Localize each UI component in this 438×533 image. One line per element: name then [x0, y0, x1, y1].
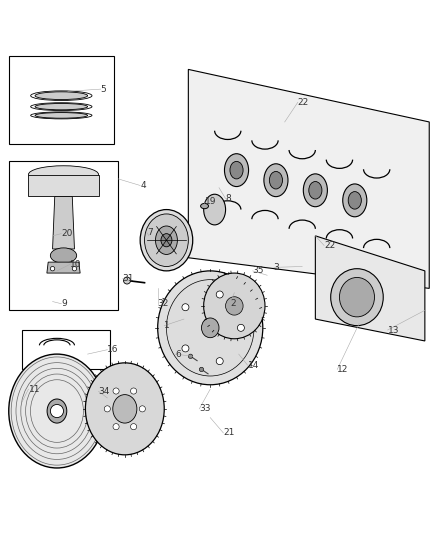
Ellipse shape	[226, 297, 243, 315]
Text: 31: 31	[123, 274, 134, 283]
Polygon shape	[188, 69, 429, 288]
FancyBboxPatch shape	[9, 161, 118, 310]
Text: 35: 35	[253, 266, 264, 276]
Text: 22: 22	[298, 98, 309, 107]
Circle shape	[124, 277, 131, 284]
Text: 33: 33	[199, 405, 211, 414]
Ellipse shape	[309, 182, 322, 199]
Circle shape	[216, 291, 223, 298]
Text: 16: 16	[107, 345, 119, 354]
Ellipse shape	[35, 92, 88, 100]
Ellipse shape	[145, 214, 188, 266]
Ellipse shape	[201, 204, 208, 209]
Ellipse shape	[201, 318, 219, 338]
Ellipse shape	[158, 271, 263, 385]
Ellipse shape	[85, 363, 164, 455]
Text: 34: 34	[99, 387, 110, 396]
Text: 3: 3	[274, 263, 279, 272]
Text: 1: 1	[164, 321, 170, 330]
Text: 8: 8	[226, 194, 231, 203]
Ellipse shape	[348, 191, 361, 209]
Ellipse shape	[9, 354, 105, 468]
Polygon shape	[47, 262, 80, 273]
Text: 32: 32	[158, 299, 169, 308]
Circle shape	[182, 304, 189, 311]
Circle shape	[113, 388, 119, 394]
Ellipse shape	[204, 273, 265, 339]
Polygon shape	[53, 197, 74, 249]
Ellipse shape	[264, 164, 288, 197]
Ellipse shape	[339, 278, 374, 317]
Ellipse shape	[225, 154, 249, 187]
Circle shape	[199, 367, 204, 372]
Text: 7: 7	[147, 228, 152, 237]
Circle shape	[131, 388, 137, 394]
Circle shape	[216, 358, 223, 365]
Ellipse shape	[161, 233, 172, 247]
Circle shape	[139, 406, 145, 412]
Circle shape	[188, 354, 193, 359]
Ellipse shape	[331, 269, 383, 326]
Text: 6: 6	[175, 350, 181, 359]
Ellipse shape	[303, 174, 328, 207]
Ellipse shape	[113, 394, 137, 423]
Circle shape	[237, 324, 244, 332]
Ellipse shape	[35, 103, 88, 110]
Text: 2: 2	[230, 299, 236, 308]
Text: 22: 22	[324, 241, 336, 250]
Text: 4: 4	[140, 181, 146, 190]
Ellipse shape	[343, 184, 367, 217]
Ellipse shape	[230, 161, 243, 179]
Text: 19: 19	[205, 197, 216, 206]
Text: 21: 21	[223, 429, 235, 438]
Ellipse shape	[47, 399, 67, 423]
Circle shape	[131, 424, 137, 430]
Text: 14: 14	[247, 360, 259, 369]
Text: 10: 10	[70, 260, 81, 269]
Circle shape	[182, 345, 189, 352]
Circle shape	[113, 424, 119, 430]
Ellipse shape	[50, 248, 77, 263]
Circle shape	[50, 405, 64, 418]
Ellipse shape	[204, 194, 226, 225]
Circle shape	[72, 266, 77, 271]
Ellipse shape	[166, 280, 254, 376]
FancyBboxPatch shape	[22, 330, 110, 369]
Bar	[28, 174, 99, 197]
Ellipse shape	[155, 226, 177, 254]
Polygon shape	[315, 236, 425, 341]
Text: 9: 9	[61, 299, 67, 308]
Text: 11: 11	[28, 385, 40, 394]
Ellipse shape	[140, 209, 193, 271]
Ellipse shape	[28, 166, 99, 183]
FancyBboxPatch shape	[9, 56, 114, 144]
Circle shape	[50, 266, 55, 271]
Text: 12: 12	[337, 365, 349, 374]
Ellipse shape	[269, 172, 283, 189]
Text: 20: 20	[61, 229, 73, 238]
Text: 13: 13	[388, 326, 399, 335]
Ellipse shape	[35, 112, 88, 118]
Text: 5: 5	[101, 85, 106, 94]
Circle shape	[104, 406, 110, 412]
